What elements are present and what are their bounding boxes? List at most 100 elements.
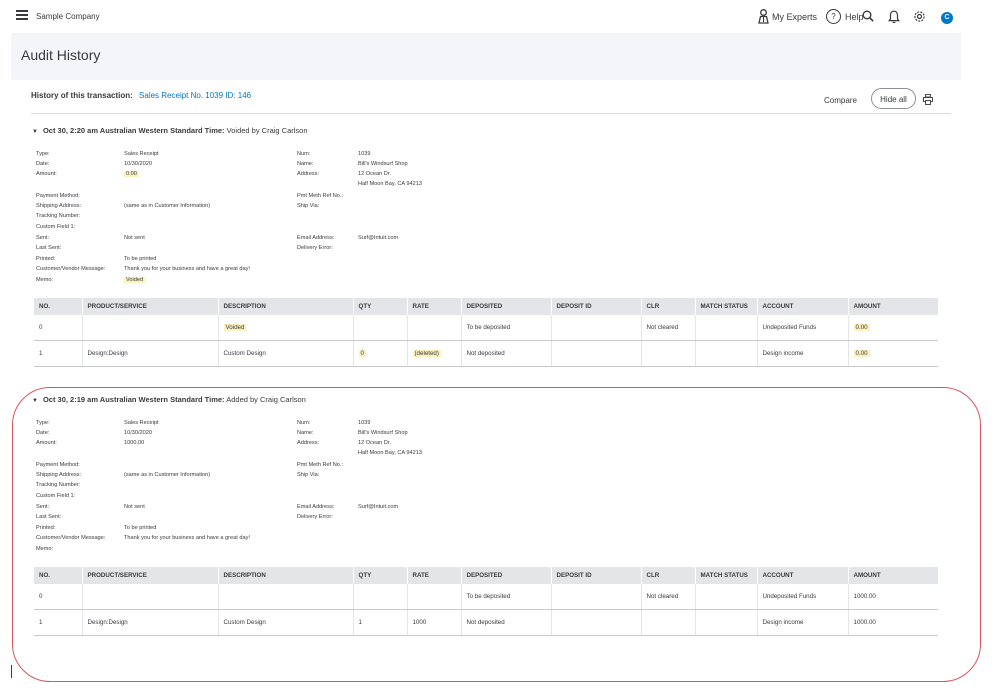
col-header: ACCOUNT [756, 567, 848, 584]
col-header: RATE [406, 298, 461, 315]
col-header: AMOUNT [847, 567, 938, 584]
cell-product: Design:Design [81, 609, 218, 636]
rate-value: (deleted) [412, 350, 441, 357]
name-value: Bill's Windsurf Shop [358, 430, 408, 436]
address-line2: Half Moon Bay, CA 94213 [358, 181, 422, 187]
printed-label: Printed: [36, 525, 56, 531]
gear-icon[interactable] [913, 10, 926, 23]
cell-clr [640, 609, 695, 636]
menu-icon[interactable] [16, 10, 28, 20]
num-value: 1039 [358, 151, 371, 157]
compare-link[interactable]: Compare [824, 96, 857, 105]
payment-method-label: Payment Method: [36, 462, 80, 468]
cell-description: Custom Design [217, 340, 353, 367]
cell-qty: 1 [352, 609, 407, 636]
page-title: Audit History [21, 47, 101, 63]
cell-amount: 1000.00 [847, 609, 938, 636]
address-label: Address: [297, 440, 320, 446]
ship-via-label: Ship Via: [297, 203, 320, 209]
sent-value: Not sent [124, 235, 145, 241]
text-cursor [11, 665, 12, 678]
address-line2: Half Moon Bay, CA 94213 [358, 450, 422, 456]
cell-no: 1 [34, 609, 82, 636]
col-header: CLR [640, 298, 695, 315]
tracking-number-label: Tracking Number: [36, 482, 81, 488]
custom-field-label: Custom Field 1: [36, 493, 76, 499]
cell-deposited: To be deposited [460, 315, 551, 341]
print-icon[interactable] [923, 94, 933, 105]
divider [31, 113, 951, 114]
amount-value: 0.00 [124, 171, 139, 177]
table-row: 0 Voided To be deposited Not cleared Und… [34, 315, 938, 341]
person-icon [758, 9, 769, 24]
memo-value-wrap: Voided [124, 277, 146, 283]
cell-qty [352, 315, 407, 341]
amount-label: Amount: [36, 171, 57, 177]
num-label: Num: [297, 151, 311, 157]
amount-value: 0.00 [853, 324, 870, 331]
printed-value: To be printed [124, 256, 157, 262]
type-value: Sales Receipt [124, 420, 159, 426]
table-header-row: NO. PRODUCT/SERVICE DESCRIPTION QTY RATE… [34, 567, 938, 584]
cell-account: Undeposited Funds [756, 584, 848, 610]
transaction-link[interactable]: Sales Receipt No. 1039 ID: 146 [139, 91, 252, 100]
shipping-address-label: Shipping Address: [36, 472, 82, 478]
history-row: History of this transaction: Sales Recei… [31, 91, 251, 100]
shipping-address-value: (same as in Customer Information) [124, 203, 211, 209]
entry-time: Oct 30, 2:20 am Australian Western Stand… [42, 126, 225, 135]
collapse-arrow-icon[interactable]: ▼ [32, 398, 38, 404]
cell-account: Design income [756, 609, 848, 636]
entry-time: Oct 30, 2:19 am Australian Western Stand… [42, 395, 225, 404]
cell-deposit-id [550, 340, 641, 367]
page-header: Audit History [11, 33, 961, 80]
pmt-ref-label: Pmt Meth Ref No.: [297, 462, 344, 468]
message-label: Customer/Vendor Message: [36, 535, 106, 541]
date-label: Date: [36, 430, 50, 436]
cell-description: Voided [217, 315, 353, 341]
type-value: Sales Receipt [124, 151, 159, 157]
entry-header[interactable]: ▼ Oct 30, 2:20 am Australian Western Stan… [32, 126, 308, 135]
search-icon[interactable] [862, 10, 874, 22]
delivery-error-label: Delivery Error: [297, 245, 333, 251]
table-row: 1 Design:Design Custom Design 0 (deleted… [34, 340, 938, 367]
payment-method-label: Payment Method: [36, 193, 80, 199]
cell-clr [640, 340, 695, 367]
help-button[interactable]: ? Help [826, 9, 864, 24]
col-header: DEPOSITED [460, 567, 551, 584]
ship-via-label: Ship Via: [297, 472, 320, 478]
shipping-address-value: (same as in Customer Information) [124, 472, 211, 478]
cell-amount: 1000.00 [847, 584, 938, 610]
message-value: Thank you for your business and have a g… [124, 266, 250, 272]
col-header: DEPOSITED [460, 298, 551, 315]
num-label: Num: [297, 420, 311, 426]
bell-icon[interactable] [888, 10, 900, 24]
memo-label: Memo: [36, 277, 54, 283]
cell-no: 0 [34, 584, 82, 610]
email-label: Email Address: [297, 504, 335, 510]
col-header: DEPOSIT ID [550, 567, 641, 584]
cell-match [694, 584, 757, 610]
hide-all-button[interactable]: Hide all [871, 88, 916, 109]
entry-header[interactable]: ▼ Oct 30, 2:19 am Australian Western Stan… [32, 395, 306, 404]
email-label: Email Address: [297, 235, 335, 241]
cell-product [81, 584, 218, 610]
cell-deposit-id [550, 315, 641, 341]
last-sent-label: Last Sent: [36, 245, 62, 251]
line-items-table: NO. PRODUCT/SERVICE DESCRIPTION QTY RATE… [34, 567, 938, 636]
cell-deposit-id [550, 584, 641, 610]
my-experts-button[interactable]: My Experts [758, 9, 817, 24]
amount-value: 0.00 [853, 350, 870, 357]
col-header: DESCRIPTION [217, 567, 353, 584]
cell-rate [406, 315, 461, 341]
collapse-arrow-icon[interactable]: ▼ [32, 129, 38, 135]
avatar[interactable]: C [941, 12, 953, 24]
amount-value-wrap: 0.00 [124, 171, 139, 177]
email-value: Surf@Intuit.com [358, 504, 399, 510]
col-header: NO. [34, 567, 82, 584]
num-value: 1039 [358, 420, 371, 426]
amount-value: 1000.00 [124, 440, 145, 446]
company-name: Sample Company [36, 12, 100, 21]
cell-account: Undeposited Funds [756, 315, 848, 341]
cell-deposited: To be deposited [460, 584, 551, 610]
history-label: History of this transaction: [31, 91, 133, 100]
